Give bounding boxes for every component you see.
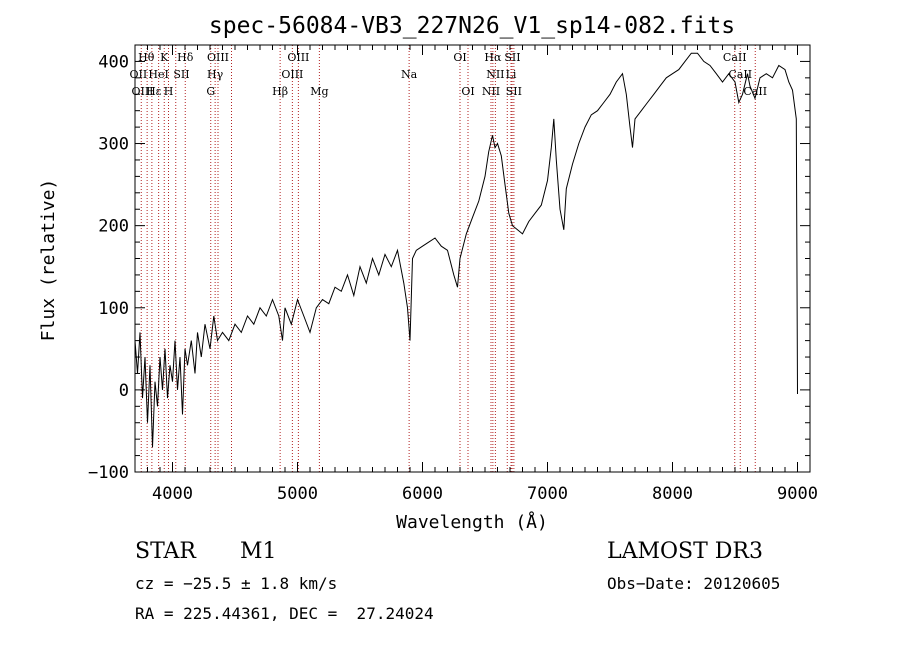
y-tick-label: 100 <box>98 299 129 319</box>
y-tick-label: 300 <box>98 135 129 155</box>
x-tick-label: 4000 <box>152 484 193 504</box>
axis-ticks <box>134 44 811 473</box>
line-marker-label: K <box>160 51 169 64</box>
line-marker-label: H <box>164 85 174 98</box>
plot-frame <box>134 44 811 473</box>
x-tick-label: 9000 <box>777 484 818 504</box>
flux-series <box>134 52 798 448</box>
object-subclass: M1 <box>240 539 277 564</box>
line-marker-label: OIII <box>287 51 309 64</box>
line-marker-label: Li <box>506 68 517 81</box>
x-tick-label: 8000 <box>652 484 693 504</box>
line-marker-label: OIII <box>207 51 229 64</box>
x-axis-label: Wavelength (Å) <box>396 511 548 533</box>
line-marker-label: SII <box>504 51 520 64</box>
x-tick-label: 5000 <box>277 484 318 504</box>
line-marker-label: Hγ <box>207 68 224 81</box>
x-tick-label: 6000 <box>402 484 443 504</box>
y-tick-label: 200 <box>98 217 129 237</box>
line-marker-label: Hδ <box>177 51 194 64</box>
line-marker-label: NII <box>486 68 504 81</box>
line-marker-label: OI <box>453 51 466 64</box>
line-marker-label: Hα <box>484 51 502 64</box>
line-marker-label: Na <box>401 68 418 81</box>
y-tick-label: 0 <box>119 381 129 401</box>
line-marker-label: HeI <box>148 68 168 81</box>
line-marker-label: Mg <box>310 85 328 98</box>
observation-date: Obs−Date: 20120605 <box>607 574 781 593</box>
line-marker-label: OIII <box>281 68 303 81</box>
y-axis-label: Flux (relative) <box>38 179 59 342</box>
line-marker-label: OI <box>461 85 474 98</box>
redshift-readout: cz = −25.5 ± 1.8 km/s <box>135 574 338 593</box>
line-marker-label: NII <box>482 85 500 98</box>
line-marker-label: CaII <box>743 85 767 98</box>
line-marker-label: CaII <box>723 51 747 64</box>
axis-tick-labels: 4000 5000 6000 7000 8000 9000 −100 0 100 200 300 40… <box>88 52 818 504</box>
chart-title: spec-56084-VB3_227N26_V1_sp14-082.fits <box>209 13 735 39</box>
survey-name: LAMOST DR3 <box>607 539 763 564</box>
line-marker-label: SII <box>506 85 522 98</box>
spectral-line-markers <box>140 45 756 472</box>
line-marker-label: Hβ <box>272 85 288 98</box>
coordinates-readout: RA = 225.44361, DEC = 27.24024 <box>135 604 434 623</box>
line-marker-label: Hε <box>146 85 162 98</box>
line-marker-label: OII <box>130 68 148 81</box>
y-tick-label: 400 <box>98 52 129 72</box>
object-class: STAR <box>135 539 196 564</box>
line-marker-label: G <box>206 85 215 98</box>
line-marker-label: Hθ <box>138 51 155 64</box>
x-tick-label: 7000 <box>527 484 568 504</box>
y-tick-label: −100 <box>88 463 129 483</box>
spectrum-chart: spec-56084-VB3_227N26_V1_sp14-082.fits H… <box>38 13 818 533</box>
flux-line <box>134 52 798 448</box>
line-marker-label: SII <box>173 68 189 81</box>
